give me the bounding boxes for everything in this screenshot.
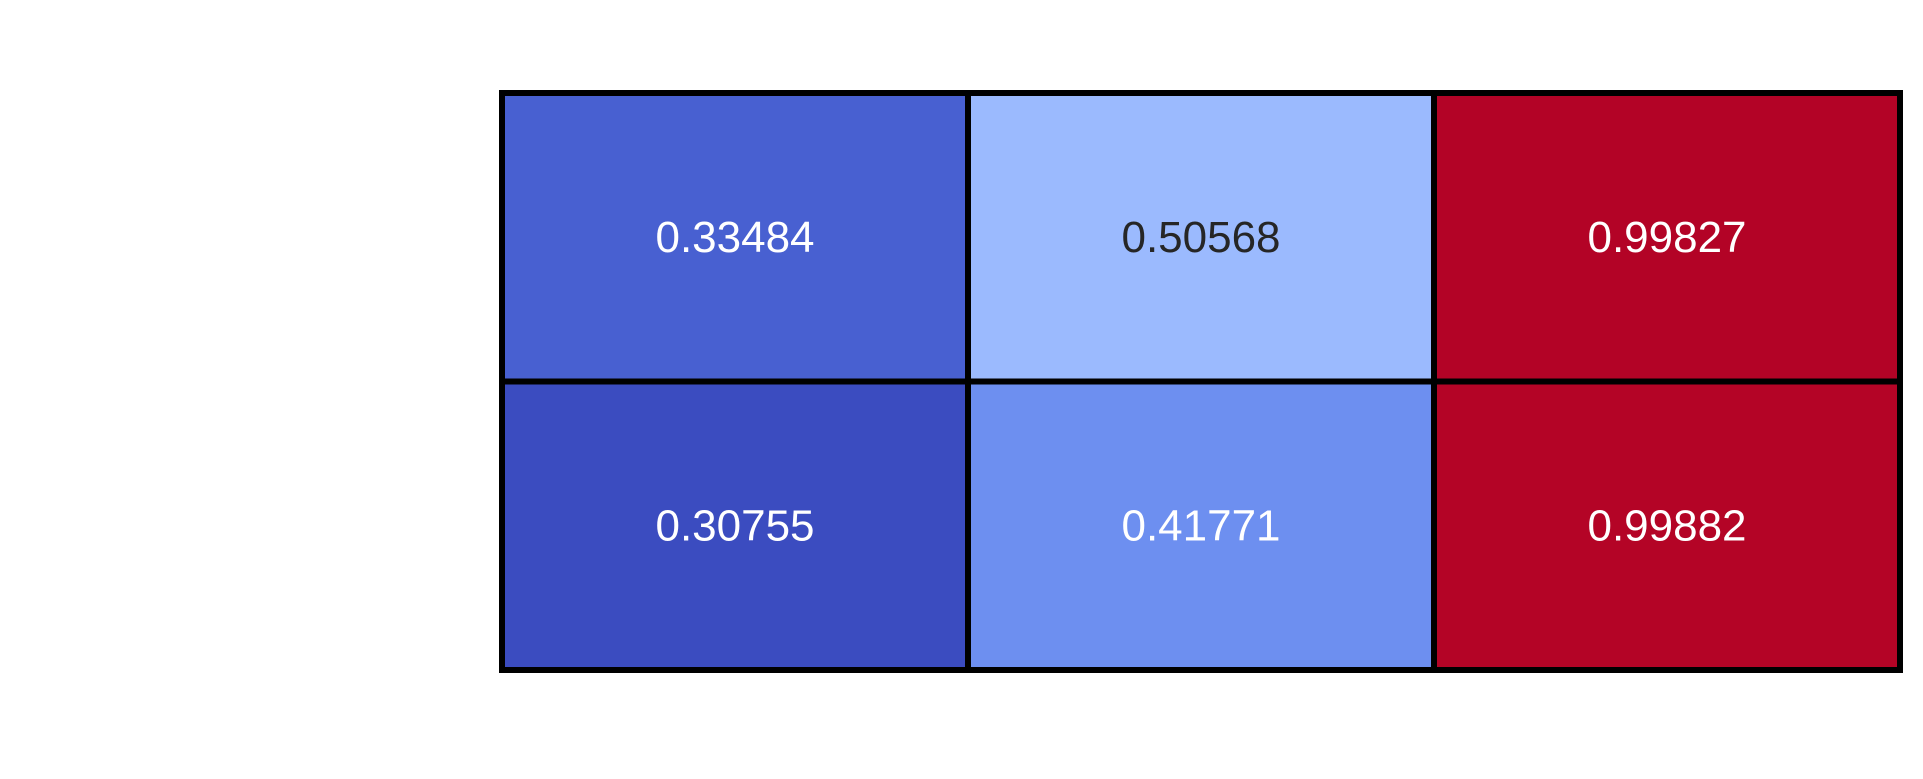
heatmap-cell-value: 0.50568 [1121, 213, 1280, 262]
heatmap-frame [500, 91, 1902, 672]
heatmap-cell [1431, 378, 1903, 673]
heatmap-cells [499, 90, 1903, 673]
heatmap-cell [499, 90, 971, 385]
heatmap-cell-value: 0.99827 [1587, 213, 1746, 262]
heatmap-cell-value: 0.33484 [655, 213, 814, 262]
heatmap-cell-value: 0.41771 [1121, 501, 1280, 550]
heatmap-cell-labels: 0.33484 0.50568 0.99827 0.30755 0.41771 0.998… [655, 213, 1746, 551]
heatmap-cell-value: 0.99882 [1587, 501, 1746, 550]
heatmap-cell-value: 0.30755 [655, 501, 814, 550]
heatmap-cell [965, 90, 1437, 385]
